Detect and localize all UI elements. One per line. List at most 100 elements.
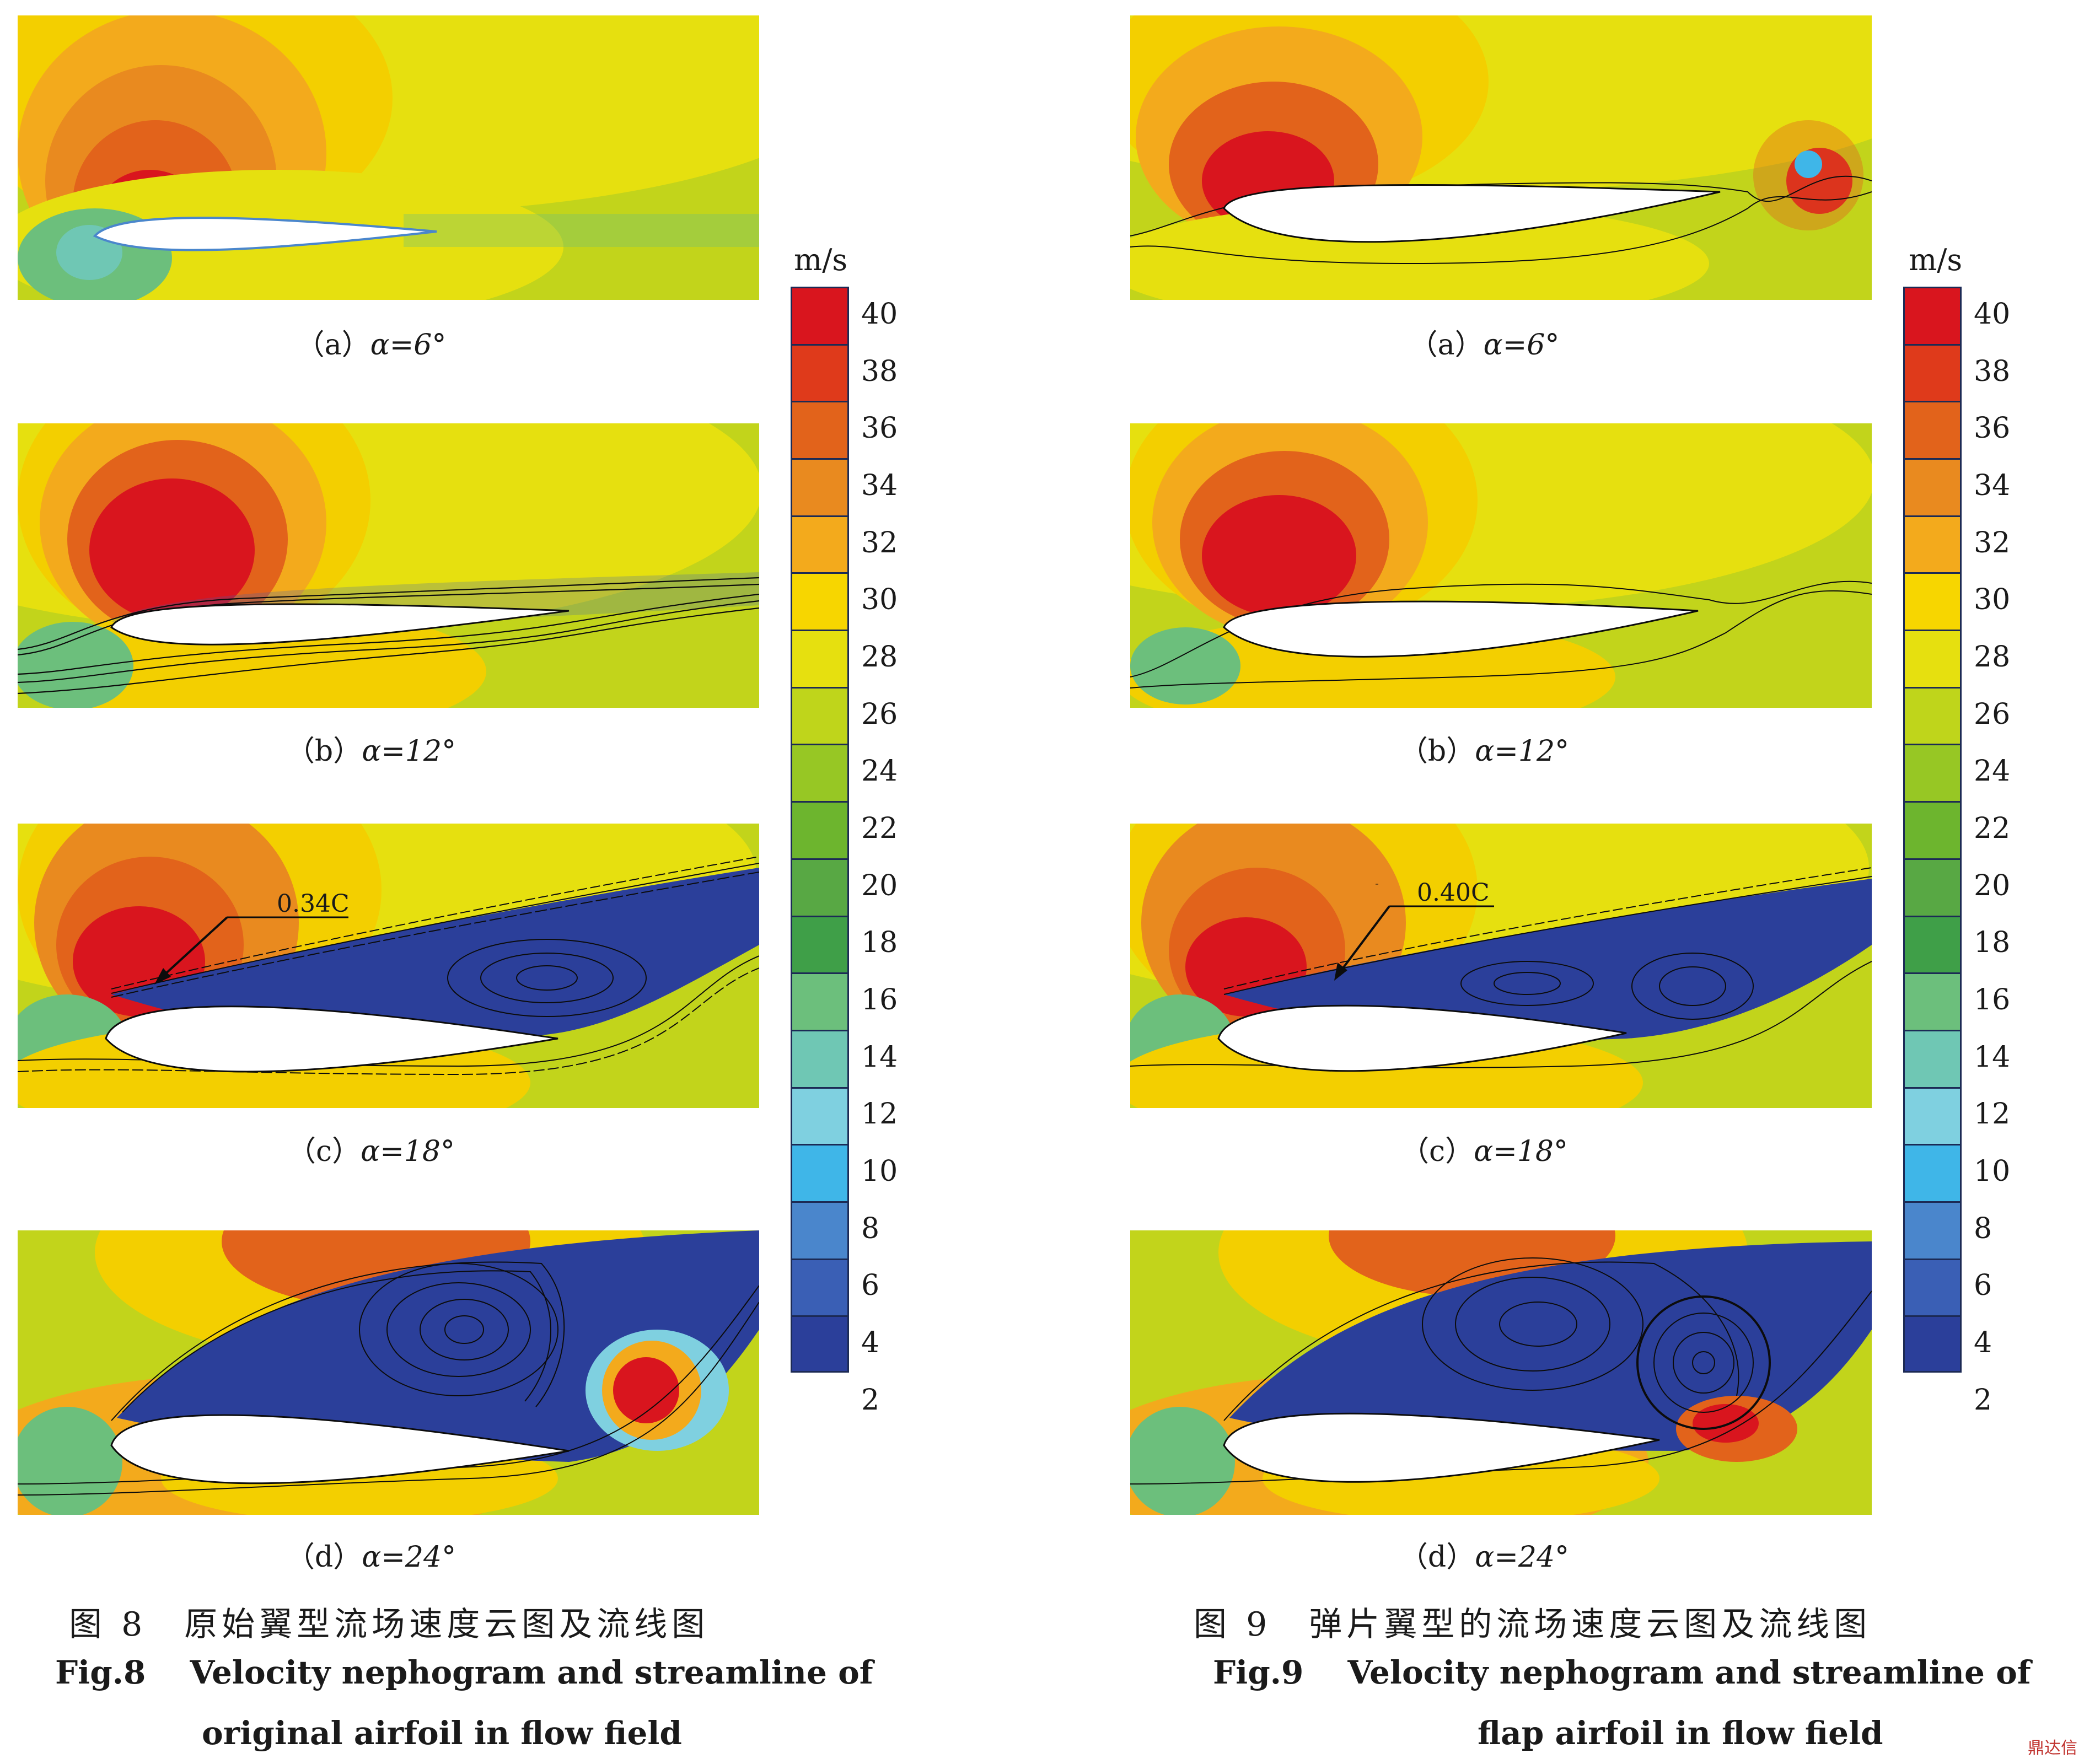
colorbar-segment bbox=[1903, 515, 1962, 573]
colorbar-segment bbox=[1903, 572, 1962, 630]
colorbar-tick-label: 16 bbox=[861, 983, 898, 1017]
fig8-panel-d bbox=[18, 1230, 759, 1515]
fig9-panel-d bbox=[1130, 1230, 1872, 1515]
fig9-panel-c: 0.40C bbox=[1130, 824, 1872, 1108]
colorbar-tick-label: 22 bbox=[861, 812, 898, 845]
colorbar-segment bbox=[1903, 287, 1962, 344]
colorbar-segment bbox=[1903, 1029, 1962, 1087]
colorbar-tick-label: 18 bbox=[861, 926, 898, 960]
fig8-caption-b: （b）α=12° bbox=[286, 735, 456, 768]
colorbar-segment bbox=[1903, 1087, 1962, 1144]
colorbar-tick-label: 40 bbox=[1974, 297, 2011, 331]
colorbar-tick-label: 10 bbox=[861, 1155, 898, 1188]
colorbar-segment bbox=[791, 915, 849, 973]
fig8-contour-b bbox=[18, 423, 759, 708]
colorbar-segment bbox=[791, 744, 849, 802]
colorbar-tick-label: 2 bbox=[861, 1383, 880, 1417]
colorbar-tick-label: 38 bbox=[861, 354, 898, 388]
colorbar-tick-label: 30 bbox=[1974, 583, 2011, 617]
colorbar-tick-label: 34 bbox=[1974, 469, 2011, 502]
fig9-caption-c: （c）α=18° bbox=[1400, 1135, 1568, 1168]
colorbar-segment bbox=[1903, 744, 1962, 802]
colorbar-tick-label: 12 bbox=[861, 1098, 898, 1131]
fig9-contour-c: 0.40C bbox=[1130, 824, 1872, 1108]
colorbar-tick-label: 10 bbox=[1974, 1155, 2011, 1188]
fig8-panel-a bbox=[18, 15, 759, 300]
fig8-panel-b bbox=[18, 423, 759, 708]
colorbar-segment bbox=[791, 686, 849, 744]
fig8-contour-d bbox=[18, 1230, 759, 1515]
colorbar-segment bbox=[791, 287, 849, 344]
fig8-contour-a bbox=[18, 15, 759, 300]
colorbar-tick-label: 36 bbox=[861, 412, 898, 445]
fig8-caption-a: （a）α=6° bbox=[296, 329, 447, 362]
colorbar-segment bbox=[791, 972, 849, 1030]
colorbar-segment bbox=[791, 515, 849, 573]
colorbar-tick-label: 14 bbox=[1974, 1040, 2011, 1074]
colorbar-tick-label: 6 bbox=[861, 1269, 880, 1303]
colorbar-segment bbox=[791, 1258, 849, 1316]
colorbar-unit-left: m/s bbox=[794, 243, 848, 277]
fig9-caption-b: （b）α=12° bbox=[1399, 735, 1570, 768]
colorbar-tick-label: 16 bbox=[1974, 983, 2011, 1017]
fig8-caption-c: （c）α=18° bbox=[287, 1135, 455, 1168]
colorbar-right bbox=[1903, 287, 1962, 1373]
fig8-title-en-line1: Fig.8 Velocity nephogram and streamline o… bbox=[55, 1654, 873, 1691]
colorbar-segment bbox=[791, 1087, 849, 1144]
colorbar-segment bbox=[1903, 343, 1962, 401]
colorbar-segment bbox=[791, 343, 849, 401]
colorbar-tick-label: 36 bbox=[1974, 412, 2011, 445]
colorbar-segment bbox=[1903, 915, 1962, 973]
colorbar-segment bbox=[791, 401, 849, 459]
colorbar-segment bbox=[791, 1201, 849, 1259]
watermark-logo: 鼎达信 bbox=[2028, 1739, 2077, 1758]
fig8-prefix: Fig.8 bbox=[55, 1654, 146, 1691]
colorbar-segment bbox=[1903, 1258, 1962, 1316]
colorbar-tick-label: 6 bbox=[1974, 1269, 1992, 1303]
fig9-panel-a bbox=[1130, 15, 1872, 300]
fig8-caption-d: （d）α=24° bbox=[286, 1541, 456, 1574]
colorbar-segment bbox=[791, 1029, 849, 1087]
colorbar-tick-label: 4 bbox=[861, 1326, 880, 1360]
colorbar-tick-label: 28 bbox=[1974, 640, 2011, 674]
fig8-panel-c: 0.34C bbox=[18, 824, 759, 1108]
colorbar-tick-label: 24 bbox=[861, 755, 898, 788]
colorbar-tick-label: 22 bbox=[1974, 812, 2011, 845]
colorbar-tick-label: 30 bbox=[861, 583, 898, 617]
colorbar-tick-label: 4 bbox=[1974, 1326, 1992, 1360]
colorbar-segment bbox=[1903, 1315, 1962, 1373]
colorbar-segment bbox=[1903, 1201, 1962, 1259]
colorbar-segment bbox=[791, 1144, 849, 1201]
colorbar-tick-label: 20 bbox=[1974, 869, 2011, 902]
fig8-title-en-line2: original airfoil in flow field bbox=[202, 1714, 682, 1752]
colorbar-segment bbox=[1903, 858, 1962, 916]
fig9-prefix: Fig.9 bbox=[1213, 1654, 1304, 1691]
colorbar-tick-label: 28 bbox=[861, 640, 898, 674]
colorbar-segment bbox=[1903, 972, 1962, 1030]
fig8-title-cn: 图 8 原始翼型流场速度云图及流线图 bbox=[69, 1605, 710, 1644]
colorbar-tick-label: 26 bbox=[1974, 697, 2011, 731]
colorbar-segment bbox=[1903, 401, 1962, 459]
colorbar-segment bbox=[1903, 801, 1962, 858]
colorbar-tick-label: 14 bbox=[861, 1040, 898, 1074]
colorbar-tick-label: 20 bbox=[861, 869, 898, 902]
colorbar-segment bbox=[791, 630, 849, 687]
colorbar-tick-label: 32 bbox=[1974, 526, 2011, 560]
colorbar-segment bbox=[1903, 630, 1962, 687]
colorbar-tick-label: 18 bbox=[1974, 926, 2011, 960]
colorbar-segment bbox=[791, 572, 849, 630]
colorbar-tick-label: 32 bbox=[861, 526, 898, 560]
colorbar-tick-label: 2 bbox=[1974, 1383, 1992, 1417]
colorbar-tick-label: 40 bbox=[861, 297, 898, 331]
fig9-panel-b bbox=[1130, 423, 1872, 708]
fig9-caption-d: （d）α=24° bbox=[1399, 1541, 1570, 1574]
colorbar-unit-right: m/s bbox=[1909, 243, 1963, 277]
colorbar-tick-label: 24 bbox=[1974, 755, 2011, 788]
colorbar-segment bbox=[791, 801, 849, 858]
colorbar-segment bbox=[1903, 1144, 1962, 1201]
fig8-contour-c: 0.34C bbox=[18, 824, 759, 1108]
fig9-contour-a bbox=[1130, 15, 1872, 300]
colorbar-segment bbox=[791, 1315, 849, 1373]
fig8-annotation-c: 0.34C bbox=[277, 890, 350, 918]
fig9-caption-a: （a）α=6° bbox=[1409, 329, 1560, 362]
